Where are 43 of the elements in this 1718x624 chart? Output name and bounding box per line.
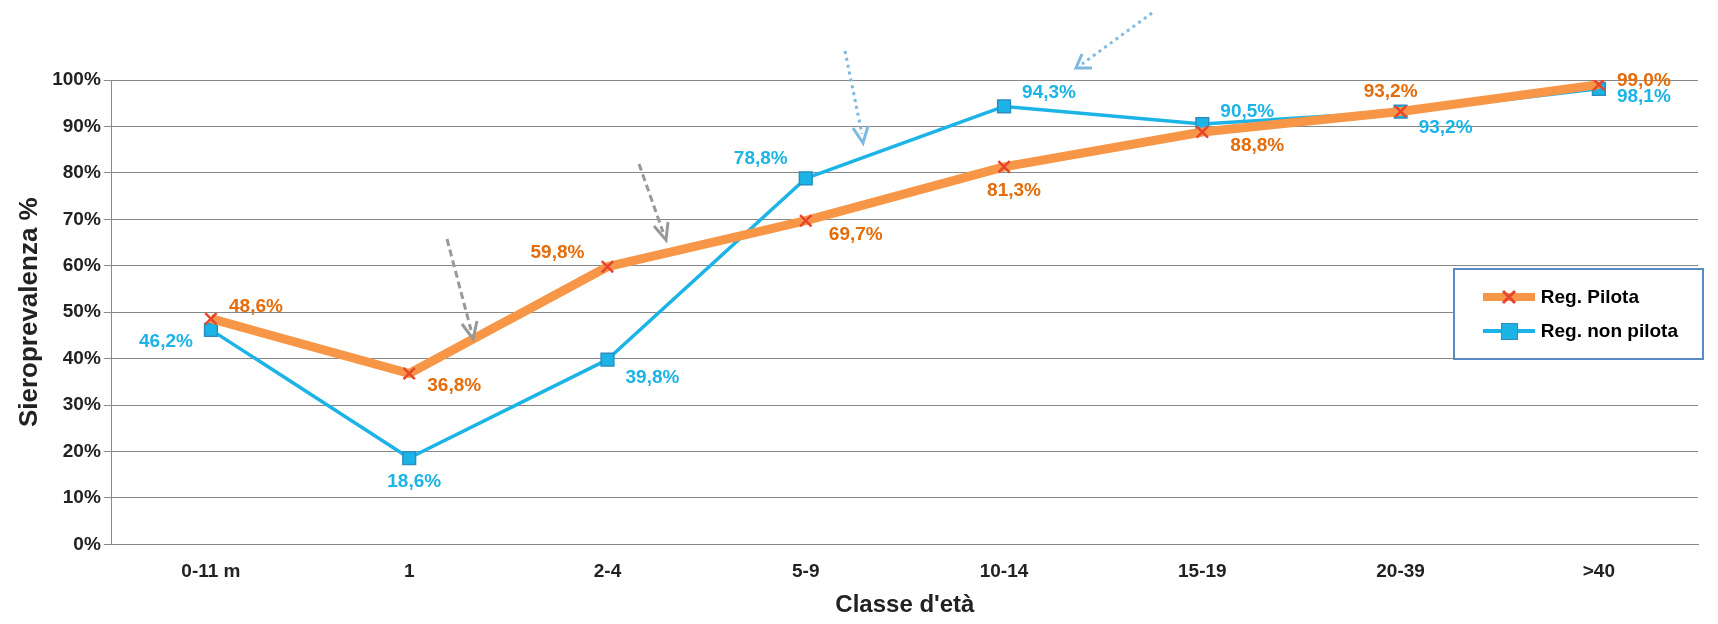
x-tick-label: >40 (1582, 560, 1615, 582)
x-tick-label: 20-39 (1376, 560, 1425, 582)
data-label: 36,8% (427, 373, 482, 395)
data-label: 46,2% (139, 330, 193, 352)
point (402, 450, 417, 466)
x-tick-label: 10-14 (979, 560, 1029, 582)
data-label: 81,3% (987, 179, 1042, 201)
x-tick-label: 2-4 (593, 560, 622, 582)
data-label: 88,8% (1230, 134, 1285, 156)
data-label: 93,2% (1418, 115, 1473, 137)
legend-label: Reg. Pilota (1540, 286, 1639, 308)
y-tick-label: 90% (62, 114, 101, 136)
point (996, 99, 1012, 114)
data-label: 48,6% (229, 294, 283, 316)
y-tick-label: 40% (62, 346, 101, 368)
point (798, 171, 813, 186)
y-tick-label: 80% (62, 161, 101, 183)
data-label: 93,2% (1363, 79, 1418, 101)
x-tick-label: 15-19 (1178, 560, 1227, 582)
legend-label: Reg. non pilota (1540, 320, 1678, 342)
x-tick-label: 0-11 m (181, 560, 241, 582)
data-label: 78,8% (733, 146, 788, 168)
y-tick-label: 60% (62, 253, 101, 275)
data-label: 69,7% (828, 222, 883, 244)
point (600, 352, 615, 367)
y-tick-label: 20% (62, 439, 101, 461)
y-tick-label: 30% (62, 393, 101, 415)
data-label: 18,6% (387, 470, 442, 492)
data-label: 90,5% (1220, 100, 1275, 122)
y-tick-label: 100% (52, 68, 101, 90)
y-tick-label: 0% (73, 532, 101, 554)
y-axis-title: Sieroprevalenza % (12, 197, 43, 428)
data-label: 59,8% (530, 240, 585, 262)
data-label: 39,8% (625, 365, 680, 387)
x-axis-title: Classe d'età (835, 590, 976, 618)
y-tick-label: 70% (62, 207, 101, 229)
data-label: 99,0% (1616, 68, 1671, 90)
x-tick-label: 5-9 (792, 560, 820, 582)
y-tick-label: 50% (62, 300, 101, 322)
point (203, 322, 219, 337)
y-tick-label: 10% (62, 486, 101, 508)
x-tick-label: 1 (403, 560, 415, 582)
data-label: 94,3% (1022, 80, 1077, 102)
